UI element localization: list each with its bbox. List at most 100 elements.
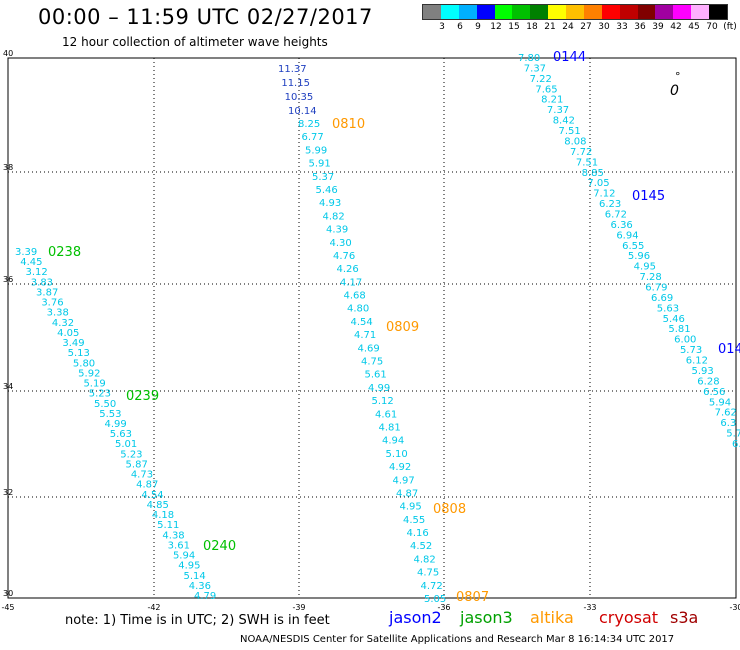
swh-value: 7.37	[524, 63, 546, 74]
legend-altika: altika	[530, 608, 574, 627]
swh-value: 5.23	[120, 449, 142, 460]
swh-value: 4.16	[407, 528, 429, 539]
lat-tick-label: 38	[3, 163, 13, 172]
swh-value: 5.10	[386, 449, 408, 460]
swh-value: 5.94	[173, 551, 195, 562]
scale-swatch	[530, 5, 549, 19]
swh-value: 7.12	[593, 189, 615, 200]
swh-value: 4.72	[421, 581, 443, 592]
scale-swatch	[601, 5, 620, 19]
swh-value: 5.96	[628, 251, 650, 262]
swh-value: 5.13	[68, 348, 90, 359]
scale-swatch	[512, 5, 531, 19]
swh-value: 4.95	[634, 262, 656, 273]
swh-value: 8.85	[582, 168, 604, 179]
legend-jason3: jason3	[460, 608, 513, 627]
scale-swatch	[637, 5, 656, 19]
swh-value: 5.23	[89, 389, 111, 400]
lat-tick-label: 30	[3, 589, 13, 598]
lon-tick-label: -33	[583, 603, 596, 612]
scale-label: 15	[508, 22, 520, 32]
scale-label: 42	[670, 22, 682, 32]
lon-tick-label: -45	[1, 603, 14, 612]
swh-value: 7.37	[547, 105, 569, 116]
scale-label: 3	[439, 22, 445, 32]
swh-value: 3.38	[47, 308, 69, 319]
swh-value: 5.92	[78, 368, 100, 379]
swh-value: 4.95	[400, 502, 422, 513]
scale-label: 9	[475, 22, 481, 32]
swh-value: 7.28	[639, 272, 661, 283]
swh-value: 5.81	[668, 324, 690, 335]
scale-swatch	[440, 5, 459, 19]
swh-value: 7.80	[518, 53, 540, 64]
swh-value: 5.05	[424, 594, 446, 605]
swh-value: 5.53	[99, 409, 121, 420]
swh-value: 4.99	[368, 383, 390, 394]
scale-label: 21	[544, 22, 556, 32]
swh-value: 7.62	[715, 408, 737, 419]
track-time-label: 0239	[126, 389, 159, 404]
swh-value: 6.72	[605, 209, 627, 220]
swh-value: 10.35	[285, 92, 314, 103]
swh-value: 4.36	[189, 581, 211, 592]
swh-value: 6.79	[645, 283, 667, 294]
swh-value: 11.15	[281, 78, 310, 89]
swh-value: 4.68	[344, 291, 366, 302]
swh-value: 5.46	[316, 185, 338, 196]
scale-label: 12	[490, 22, 502, 32]
swh-value: 5.7	[726, 429, 740, 440]
swh-value: 5.11	[157, 520, 179, 531]
swh-value: 5.73	[680, 345, 702, 356]
swh-value: 6.12	[686, 356, 708, 367]
swh-value: 4.82	[414, 554, 436, 565]
swh-value: 3.12	[26, 267, 48, 278]
swh-value: 7.51	[576, 157, 598, 168]
scale-label: 33	[616, 22, 628, 32]
swh-value: 7.22	[530, 74, 552, 85]
swh-value: 4.94	[382, 436, 404, 447]
swh-value: 3.61	[168, 540, 190, 551]
track-time-label: 0240	[203, 539, 236, 554]
credit-line: NOAA/NESDIS Center for Satellite Applica…	[240, 634, 675, 645]
swh-value: 6.94	[616, 230, 638, 241]
swh-value: 5.19	[83, 379, 105, 390]
swh-value: 4.61	[375, 409, 397, 420]
swh-value: 8.08	[564, 136, 586, 147]
scale-label: 36	[634, 22, 646, 32]
scale-swatch	[566, 5, 584, 19]
swh-value: 5.46	[663, 314, 685, 325]
swh-value: 7.72	[570, 147, 592, 158]
swh-value: 6.77	[302, 132, 324, 143]
legend-s3a: s3a	[670, 608, 699, 627]
scale-swatch	[655, 5, 674, 19]
legend-note: note: 1) Time is in UTC; 2) SWH is in fe…	[65, 613, 330, 628]
swh-value: 4.75	[361, 357, 383, 368]
track-time-label: 014	[718, 342, 740, 357]
swh-value: 10.14	[288, 106, 317, 117]
swh-value: 4.69	[358, 343, 380, 354]
swh-value: 6.55	[622, 241, 644, 252]
swh-value: 6.69	[651, 293, 673, 304]
swh-value: 4.76	[333, 251, 355, 262]
track-time-label: 0809	[386, 320, 419, 335]
scale-swatch	[494, 5, 513, 19]
swh-value: 5.63	[110, 429, 132, 440]
swh-value: 6.28	[697, 376, 719, 387]
swh-value: 5.37	[312, 172, 334, 183]
swh-value: 4.30	[330, 238, 352, 249]
map-subtitle: 12 hour collection of altimeter wave hei…	[62, 35, 328, 49]
swh-value: 4.92	[389, 462, 411, 473]
marker-symbol: 0	[670, 83, 679, 99]
swh-value: 4.80	[347, 304, 369, 315]
swh-value: 4.32	[52, 318, 74, 329]
swh-value: 4.55	[403, 515, 425, 526]
swh-value: 5.93	[692, 366, 714, 377]
swh-value: 6.23	[599, 199, 621, 210]
swh-value: 4.05	[57, 328, 79, 339]
track-time-label: 0238	[48, 245, 81, 260]
swh-value: 5.94	[709, 397, 731, 408]
scale-swatch	[458, 5, 477, 19]
swh-value: 5.12	[372, 396, 394, 407]
scale-swatch	[583, 5, 602, 19]
